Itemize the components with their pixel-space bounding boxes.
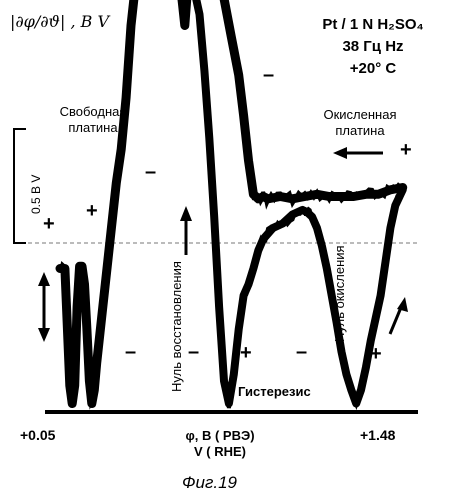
- sign-plus: +: [370, 344, 382, 364]
- double-arrow-up-down-icon: [38, 272, 50, 342]
- x-axis-label-line-2: V ( RHE): [150, 444, 290, 460]
- sign-minus: –: [296, 342, 307, 362]
- sign-minus: –: [188, 342, 199, 362]
- arrow-left-icon: [333, 147, 383, 159]
- x-axis-label: φ, В ( РВЭ) V ( RHE): [150, 428, 290, 460]
- x-axis-label-line-1: φ, В ( РВЭ): [150, 428, 290, 444]
- oxidized-platinum-line-2: платина: [305, 123, 415, 139]
- sign-plus: +: [240, 343, 252, 363]
- x-tick-label-start: +0.05: [20, 428, 55, 442]
- sign-minus: –: [263, 65, 274, 85]
- sign-plus: +: [43, 214, 55, 234]
- sign-plus: +: [86, 201, 98, 221]
- sign-plus: +: [400, 140, 412, 160]
- arrow-up-icon: [180, 206, 192, 255]
- hysteresis-label: Гистерезис: [238, 385, 311, 398]
- free-platinum-line-2: платина: [38, 120, 148, 136]
- conditions-line-1: Pt / 1 N H₂SO₄: [303, 14, 443, 36]
- oxidation-zero-label: Нуль окисления: [333, 245, 346, 342]
- sign-minus: –: [145, 162, 156, 182]
- x-tick-label-end: +1.48: [360, 428, 395, 442]
- scale-bar: [14, 128, 26, 244]
- oxidized-platinum-line-1: Окисленная: [305, 107, 415, 123]
- free-platinum-line-1: Свободная: [38, 104, 148, 120]
- free-platinum-label: Свободная платина: [38, 104, 148, 136]
- conditions-block: Pt / 1 N H₂SO₄ 38 Гц Hz +20° C: [303, 14, 443, 80]
- reduction-zero-label: Нуль восстановления: [170, 261, 183, 392]
- y-axis-label: |∂φ/∂ϑ| , В V: [10, 14, 109, 30]
- figure-caption: Фиг.19: [182, 474, 237, 491]
- sign-minus: –: [125, 342, 136, 362]
- arrow-up-right-icon: [390, 297, 408, 334]
- conditions-line-3: +20° C: [303, 58, 443, 80]
- scale-bar-label: 0.5 В V: [30, 175, 42, 214]
- conditions-line-2: 38 Гц Hz: [303, 36, 443, 58]
- oxidized-platinum-label: Окисленная платина: [305, 107, 415, 139]
